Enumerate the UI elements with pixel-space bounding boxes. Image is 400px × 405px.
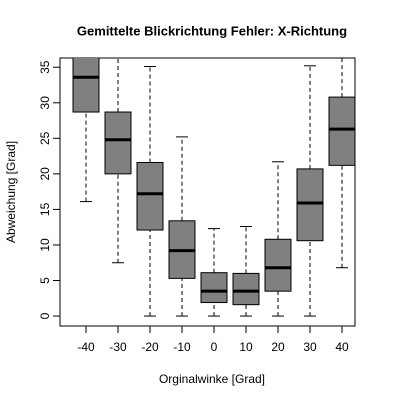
x-tick-label: -10 — [173, 340, 191, 354]
box — [104, 111, 132, 175]
x-axis-label: Orginalwinke [Grad] — [159, 372, 265, 386]
box — [328, 96, 355, 166]
x-tick-label: -40 — [77, 340, 95, 354]
x-tick-label: -30 — [109, 340, 127, 354]
box — [296, 168, 324, 242]
y-tick-label: 10 — [38, 238, 52, 252]
x-tick-label: -20 — [141, 340, 159, 354]
y-tick-label: 5 — [38, 277, 52, 284]
box — [200, 272, 228, 304]
box — [264, 238, 292, 292]
x-tick-label: 30 — [303, 340, 317, 354]
y-tick-label: 20 — [38, 167, 52, 181]
y-axis-label: Abweichung [Grad] — [4, 141, 18, 243]
x-tick-label: 10 — [239, 340, 253, 354]
y-tick-label: 0 — [38, 312, 52, 319]
x-tick-label: 40 — [335, 340, 349, 354]
box — [136, 161, 164, 231]
y-tick-label: 25 — [38, 131, 52, 145]
box — [232, 272, 260, 306]
y-tick-label: 15 — [38, 202, 52, 216]
boxes — [72, 58, 355, 317]
x-tick-label: 20 — [271, 340, 285, 354]
box — [72, 58, 100, 113]
x-tick-label: 0 — [211, 340, 218, 354]
y-tick-label: 35 — [38, 60, 52, 74]
chart-title: Gemittelte Blickrichtung Fehler: X-Richt… — [77, 23, 347, 38]
y-tick-label: 30 — [38, 96, 52, 110]
